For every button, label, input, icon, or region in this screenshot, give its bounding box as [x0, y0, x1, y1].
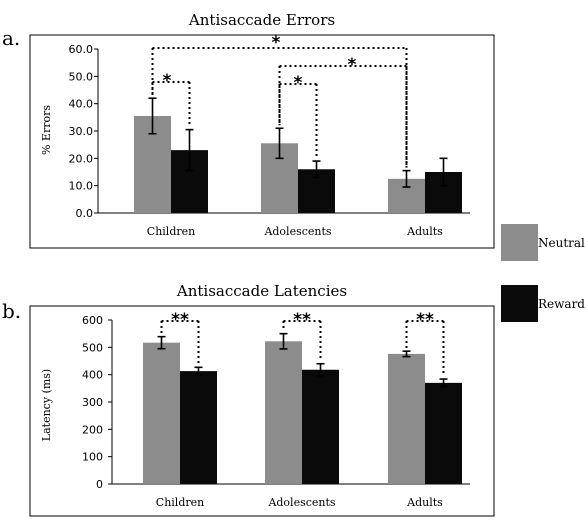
bar-reward-adolescents	[302, 369, 339, 484]
error-bar	[185, 128, 194, 172]
x-category-label: Children	[147, 225, 195, 238]
y-tick-label: 0	[96, 478, 103, 491]
y-tick-label: 200	[82, 423, 103, 436]
y-tick-label: 20.0	[69, 152, 94, 165]
legend-label-neutral: Neutral	[538, 236, 585, 250]
chart-title-a: Antisaccade Errors	[188, 11, 335, 29]
chart-title-b: Antisaccade Latencies	[176, 282, 347, 300]
plot-area-a: 0.0 10.0 20.0 30.0 40.0 50.0 60.0 Children Adole…	[69, 33, 470, 238]
y-tick-label: 50.0	[69, 70, 94, 83]
significance-bracket: *	[151, 33, 408, 168]
error-bar	[279, 332, 288, 350]
x-category-label: Adults	[406, 225, 443, 238]
panel-a-frame	[29, 34, 495, 249]
error-bar	[439, 378, 448, 388]
y-tick-label: 400	[82, 369, 103, 382]
significance-bracket: *	[278, 73, 318, 159]
error-bar	[275, 127, 284, 160]
y-tick-label: 100	[82, 451, 103, 464]
panel-letter-b: b.	[2, 299, 21, 323]
significance-bracket: **	[160, 310, 200, 365]
legend-swatch-reward	[501, 285, 538, 322]
significance-label: *	[272, 33, 281, 53]
error-bar	[157, 335, 166, 350]
x-category-label: Adolescents	[267, 496, 335, 509]
error-bar	[402, 169, 411, 188]
bar-neutral-adults	[388, 353, 425, 484]
y-tick-label: 600	[82, 314, 103, 327]
y-axis-label-b: Latency (ms)	[40, 369, 53, 441]
error-bar	[148, 97, 157, 135]
y-tick-label: 0.0	[76, 207, 94, 220]
y-tick-label: 500	[82, 341, 103, 354]
significance-label: *	[294, 73, 303, 93]
panel-b-frame	[29, 305, 495, 517]
significance-label: *	[163, 71, 172, 91]
bar-neutral-children	[143, 342, 180, 484]
significance-bracket: **	[282, 310, 322, 361]
x-category-label: Children	[156, 496, 204, 509]
y-tick-label: 10.0	[69, 180, 94, 193]
legend-swatch-neutral	[501, 224, 538, 261]
significance-label: **	[416, 310, 434, 330]
significance-bracket: **	[405, 310, 445, 377]
error-bar	[312, 160, 321, 179]
error-bar	[402, 350, 411, 358]
bar-reward-adults	[425, 382, 462, 484]
error-bar	[316, 362, 325, 377]
x-category-label: Adolescents	[263, 225, 331, 238]
bar-neutral-adolescents	[265, 341, 302, 484]
significance-label: **	[293, 310, 311, 330]
error-bar	[439, 157, 448, 187]
significance-label: **	[171, 310, 189, 330]
plot-area-b: 0 100 200 300 400 500 600 Children Adolescents Ad…	[82, 310, 470, 509]
significance-bracket: *	[278, 55, 408, 168]
y-tick-label: 60.0	[69, 43, 94, 56]
x-category-label: Adults	[406, 496, 443, 509]
bar-reward-children	[180, 371, 217, 484]
y-tick-label: 30.0	[69, 125, 94, 138]
panel-letter-a: a.	[2, 26, 20, 50]
y-tick-label: 40.0	[69, 98, 94, 111]
significance-label: *	[348, 55, 357, 75]
error-bar	[194, 366, 203, 376]
y-axis-label-a: % Errors	[40, 105, 53, 155]
legend-label-reward: Reward	[538, 297, 585, 311]
y-tick-label: 300	[82, 396, 103, 409]
